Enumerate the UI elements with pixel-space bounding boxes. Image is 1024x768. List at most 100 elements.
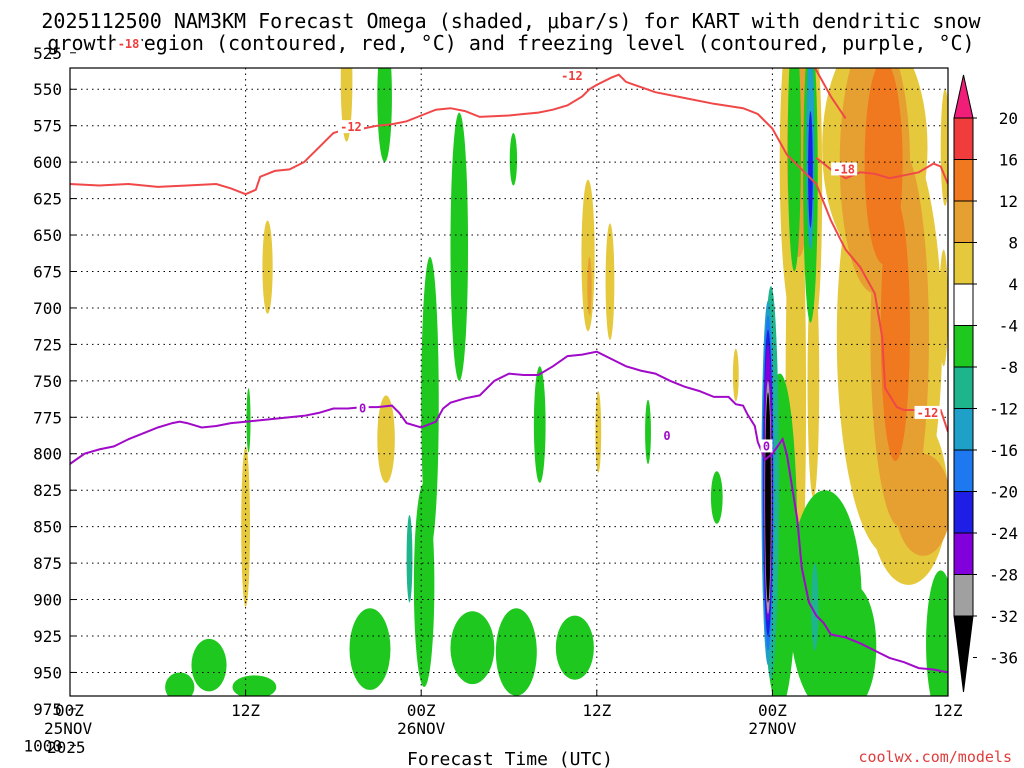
colorbar-label: 4 xyxy=(1008,275,1018,294)
colorbar-label: -8 xyxy=(999,358,1018,377)
omega-cell xyxy=(232,675,277,696)
colorbar-label: -28 xyxy=(989,566,1018,585)
chart-title-line1: 2025112500 NAM3KM Forecast Omega (shaded… xyxy=(41,9,981,33)
colorbar-swatch xyxy=(953,532,974,575)
red-contour-label: -12 xyxy=(340,120,362,134)
red-label-bg xyxy=(115,37,142,51)
purple-contour-label: 0 xyxy=(359,402,366,416)
red-contour-label: -18 xyxy=(118,37,140,51)
y-tick-label: 550 xyxy=(33,80,62,99)
omega-cell xyxy=(765,410,771,585)
y-tick-label: 675 xyxy=(33,262,62,281)
omega-cell xyxy=(377,68,392,163)
purple-contour-label: 0 xyxy=(763,439,770,453)
omega-cell xyxy=(246,388,251,453)
x-tick-label: 12Z xyxy=(582,701,611,720)
red-label-bg xyxy=(337,120,364,134)
y-tick-label: 625 xyxy=(33,190,62,209)
red-label-bg xyxy=(914,405,941,419)
x-date-label: 26NOV xyxy=(397,719,446,738)
y-tick-label: 825 xyxy=(33,481,62,500)
x-date-label: 25NOV xyxy=(44,719,93,738)
red-contour-label: -12 xyxy=(561,69,583,83)
omega-cell xyxy=(732,348,739,402)
omega-cell xyxy=(939,249,948,367)
x-tick-label: 00Z xyxy=(407,701,436,720)
red-label-bg xyxy=(558,69,585,83)
colorbar-swatch xyxy=(953,325,974,368)
y-tick-label: 1000 xyxy=(23,736,62,755)
x-tick-label: 12Z xyxy=(231,701,260,720)
omega-cell xyxy=(533,366,546,483)
omega-cell xyxy=(262,220,273,314)
y-tick-label: 875 xyxy=(33,554,62,573)
colorbar-label: -20 xyxy=(989,483,1018,502)
purple-label-bg xyxy=(356,401,369,415)
y-tick-label: 925 xyxy=(33,627,62,646)
colorbar-swatch xyxy=(953,242,974,285)
colorbar-label: -24 xyxy=(989,524,1018,543)
credit-text: coolwx.com/models xyxy=(858,748,1012,766)
omega-cell xyxy=(165,672,195,696)
omega-cell xyxy=(241,446,250,607)
x-year-label: 2025 xyxy=(47,738,86,757)
colorbar: 20 16 12 8 4 -4 -8 -12 -16 -20 -24 -28 -32 -36 xyxy=(953,74,1018,693)
omega-cell xyxy=(581,179,595,332)
y-tick-label: 975 xyxy=(33,700,62,719)
omega-cell xyxy=(595,391,602,473)
plot-frame xyxy=(69,67,949,697)
red-contour-label: -12 xyxy=(917,406,939,420)
colorbar-label: 12 xyxy=(999,192,1018,211)
contour-labels: -18 -12 -12 -18 -12 0 0 0 xyxy=(115,37,941,453)
colorbar-swatch xyxy=(953,491,974,534)
y-tick-label: 800 xyxy=(33,445,62,464)
y-tick-label: 525 xyxy=(33,44,62,63)
omega-cell xyxy=(811,563,819,651)
y-tick-label: 950 xyxy=(33,663,62,682)
x-tick-label: 12Z xyxy=(934,701,963,720)
colorbar-label: -4 xyxy=(999,317,1018,336)
omega-cell xyxy=(587,256,592,316)
colorbar-swatch xyxy=(953,408,974,451)
pressure-axis: 525 550 575 600 625 650 675 700 725 750 775 800 825 8… xyxy=(23,44,76,755)
y-tick-label: 900 xyxy=(33,591,62,610)
omega-cell xyxy=(710,471,723,524)
y-tick-label: 725 xyxy=(33,335,62,354)
x-date-label: 27NOV xyxy=(748,719,797,738)
red-label-bg xyxy=(831,162,858,176)
purple-label-bg xyxy=(760,439,773,453)
y-tick-label: 750 xyxy=(33,372,62,391)
red-contour-label: -18 xyxy=(833,162,855,176)
freezing-level-contour xyxy=(70,350,948,674)
colorbar-label: -32 xyxy=(989,607,1018,626)
colorbar-label: 16 xyxy=(999,151,1018,170)
colorbar-label: 8 xyxy=(1008,234,1018,253)
colorbar-top-arrow xyxy=(953,74,974,119)
omega-cell xyxy=(926,570,948,696)
colorbar-bottom-arrow xyxy=(953,615,974,693)
omega-cell xyxy=(413,482,435,688)
omega-cell xyxy=(450,611,495,685)
omega-cell xyxy=(555,615,594,680)
omega-cell xyxy=(421,256,439,549)
omega-cell xyxy=(377,395,395,483)
omega-cell xyxy=(605,223,615,341)
purple-contour-label: 0 xyxy=(663,429,670,443)
x-tick-label: 00Z xyxy=(758,701,787,720)
colorbar-label: 20 xyxy=(999,109,1018,128)
colorbar-swatch xyxy=(953,200,974,243)
y-tick-label: 700 xyxy=(33,299,62,318)
colorbar-swatch xyxy=(953,449,974,492)
y-tick-label: 650 xyxy=(33,226,62,245)
omega-cell xyxy=(787,68,801,272)
plot-area xyxy=(70,68,948,696)
y-tick-label: 775 xyxy=(33,408,62,427)
colorbar-swatch xyxy=(953,366,974,409)
omega-cell xyxy=(940,89,948,206)
colorbar-label: -12 xyxy=(989,400,1018,419)
omega-shading xyxy=(165,68,948,696)
omega-cell xyxy=(645,399,651,464)
dgz-contour-lower xyxy=(70,73,948,433)
